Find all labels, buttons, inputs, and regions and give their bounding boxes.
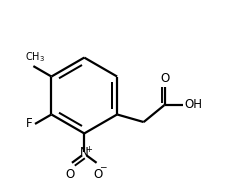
Text: N: N bbox=[80, 146, 89, 159]
Text: F: F bbox=[26, 117, 32, 130]
Text: OH: OH bbox=[185, 99, 202, 112]
Text: CH$_3$: CH$_3$ bbox=[25, 50, 45, 64]
Text: O: O bbox=[160, 72, 169, 85]
Text: O: O bbox=[65, 168, 75, 181]
Text: −: − bbox=[99, 162, 106, 171]
Text: +: + bbox=[85, 145, 92, 154]
Text: O: O bbox=[94, 168, 103, 181]
